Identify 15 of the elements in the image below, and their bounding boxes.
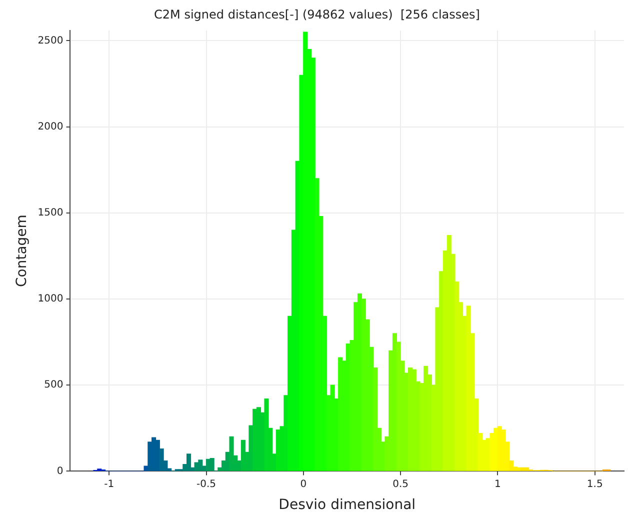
y-tick-label: 1500 [38, 208, 64, 219]
x-tick-label: -0.5 [196, 478, 216, 490]
y-tick-label: 0 [56, 466, 64, 477]
x-axis-title: Desvio dimensional [278, 497, 416, 514]
x-tick-label: 0.5 [392, 478, 409, 490]
x-tick-label: -1 [104, 478, 114, 490]
y-tick-label: 500 [44, 380, 64, 391]
y-axis-title: Contagem [14, 214, 30, 288]
x-tick-label: 1 [494, 478, 501, 490]
y-tick-label: 2500 [38, 35, 64, 46]
x-tick-label: 1.5 [586, 478, 603, 490]
x-tick-label: 0 [300, 478, 307, 490]
chart-title: C2M signed distances[-] (94862 values) [256 classes] [154, 7, 480, 22]
y-tick-label: 1000 [38, 294, 64, 305]
y-tick-label: 2000 [38, 121, 64, 132]
